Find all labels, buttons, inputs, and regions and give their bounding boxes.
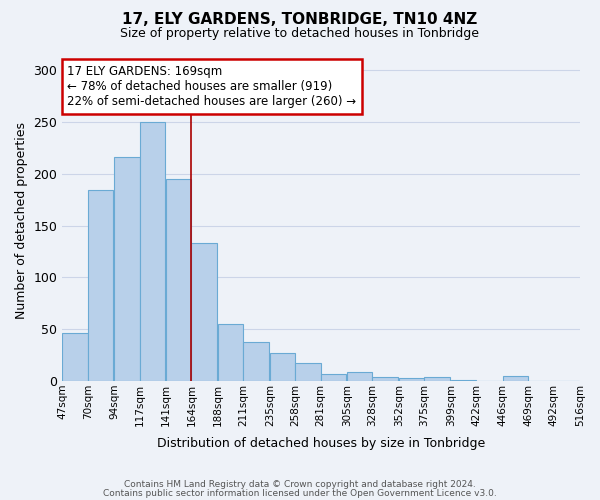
Bar <box>244 342 269 381</box>
X-axis label: Distribution of detached houses by size in Tonbridge: Distribution of detached houses by size … <box>157 437 485 450</box>
Text: Contains public sector information licensed under the Open Government Licence v3: Contains public sector information licen… <box>103 488 497 498</box>
Bar <box>373 377 398 381</box>
Bar <box>295 364 320 381</box>
Bar <box>451 380 476 381</box>
Bar <box>140 122 165 381</box>
Text: 17, ELY GARDENS, TONBRIDGE, TN10 4NZ: 17, ELY GARDENS, TONBRIDGE, TN10 4NZ <box>122 12 478 28</box>
Bar <box>424 377 450 381</box>
Bar <box>503 376 528 381</box>
Bar <box>114 158 140 381</box>
Bar <box>270 353 295 381</box>
Bar <box>347 372 373 381</box>
Text: Size of property relative to detached houses in Tonbridge: Size of property relative to detached ho… <box>121 28 479 40</box>
Bar <box>166 179 191 381</box>
Text: Contains HM Land Registry data © Crown copyright and database right 2024.: Contains HM Land Registry data © Crown c… <box>124 480 476 489</box>
Bar <box>399 378 424 381</box>
Bar <box>218 324 244 381</box>
Y-axis label: Number of detached properties: Number of detached properties <box>15 122 28 319</box>
Bar <box>320 374 346 381</box>
Bar <box>88 190 113 381</box>
Bar <box>191 244 217 381</box>
Bar <box>62 334 88 381</box>
Text: 17 ELY GARDENS: 169sqm
← 78% of detached houses are smaller (919)
22% of semi-de: 17 ELY GARDENS: 169sqm ← 78% of detached… <box>67 65 356 108</box>
